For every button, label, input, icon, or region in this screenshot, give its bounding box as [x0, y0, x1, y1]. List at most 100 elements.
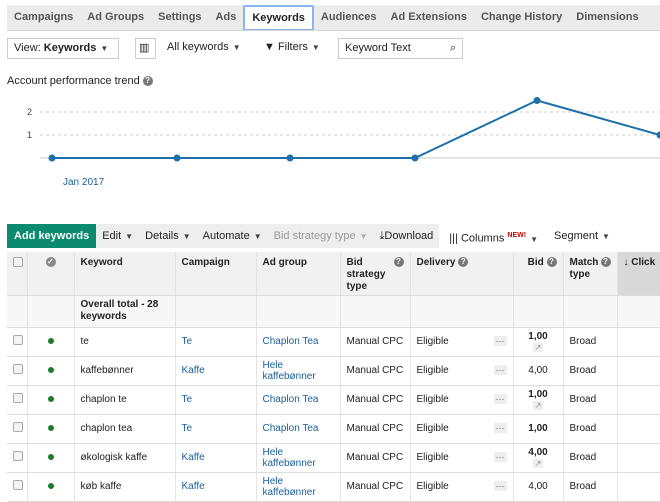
- ad-group-link[interactable]: Chaplon Tea: [263, 394, 319, 405]
- more-icon[interactable]: ···: [494, 452, 507, 462]
- tab-audiences[interactable]: Audiences: [314, 5, 384, 30]
- row-checkbox[interactable]: [13, 480, 23, 490]
- col-label: Match type: [570, 257, 599, 280]
- col-bid-strategy[interactable]: ?Bid strategy type: [340, 252, 410, 295]
- ad-group-link[interactable]: Chaplon Tea: [263, 336, 319, 347]
- tab-dimensions[interactable]: Dimensions: [569, 5, 645, 30]
- row-checkbox[interactable]: [13, 422, 23, 432]
- bar-chart-icon: ▥: [139, 42, 149, 54]
- campaign-link[interactable]: Te: [182, 394, 193, 405]
- help-icon[interactable]: ?: [458, 257, 468, 267]
- more-icon[interactable]: ···: [494, 394, 507, 404]
- tab-campaigns[interactable]: Campaigns: [7, 5, 80, 30]
- tab-ads[interactable]: Ads: [209, 5, 244, 30]
- ad-group-link[interactable]: Hele kaffebønner: [263, 476, 316, 498]
- select-all-cell: [7, 252, 27, 295]
- row-checkbox[interactable]: [13, 451, 23, 461]
- columns-dropdown[interactable]: ||| Columns NEW!▼: [443, 224, 544, 248]
- bid-trend-icon[interactable]: ↗: [533, 459, 544, 468]
- delivery-cell: ···Eligible: [410, 472, 513, 501]
- ad-group-link[interactable]: Chaplon Tea: [263, 423, 319, 434]
- bid-cell[interactable]: 4,00: [513, 356, 563, 385]
- bid-cell[interactable]: 4,00↗: [513, 443, 563, 472]
- more-icon[interactable]: ···: [494, 365, 507, 375]
- chart-title: Account performance trend ?: [7, 75, 153, 87]
- bid-trend-icon[interactable]: ↗: [533, 343, 544, 352]
- tab-keywords[interactable]: Keywords: [243, 5, 314, 31]
- status-enabled-icon[interactable]: [48, 483, 54, 489]
- row-checkbox[interactable]: [13, 335, 23, 345]
- help-icon[interactable]: ?: [143, 76, 153, 86]
- data-point[interactable]: [412, 155, 419, 162]
- status-enabled-icon[interactable]: [48, 454, 54, 460]
- select-all-checkbox[interactable]: [13, 257, 23, 267]
- help-icon[interactable]: ?: [601, 257, 611, 267]
- help-icon[interactable]: ?: [547, 257, 557, 267]
- search-value: Keyword Text: [345, 42, 411, 54]
- col-bid[interactable]: Bid ?: [513, 252, 563, 295]
- automate-dropdown[interactable]: Automate▼: [197, 224, 268, 248]
- search-icon: ⌕: [450, 39, 456, 58]
- data-point[interactable]: [287, 155, 294, 162]
- table-row: chaplon te Te Chaplon Tea Manual CPC ···…: [7, 385, 660, 414]
- tab-change-history[interactable]: Change History: [474, 5, 569, 30]
- status-enabled-icon[interactable]: [48, 367, 54, 373]
- keyword-search-input[interactable]: Keyword Text ⌕: [338, 38, 463, 59]
- col-keyword[interactable]: Keyword: [74, 252, 175, 295]
- segment-dropdown[interactable]: Segment▼: [548, 224, 616, 248]
- details-dropdown[interactable]: Details▼: [139, 224, 197, 248]
- data-point[interactable]: [174, 155, 181, 162]
- row-checkbox[interactable]: [13, 364, 23, 374]
- data-point[interactable]: [49, 155, 56, 162]
- row-checkbox[interactable]: [13, 393, 23, 403]
- bid-trend-icon[interactable]: ↗: [533, 401, 544, 410]
- bid-strategy-label: Bid strategy type: [274, 230, 356, 242]
- campaign-link[interactable]: Kaffe: [182, 452, 205, 463]
- status-enabled-icon[interactable]: [48, 396, 54, 402]
- campaign-link[interactable]: Te: [182, 423, 193, 434]
- bid-cell[interactable]: 1,00↗: [513, 385, 563, 414]
- add-keywords-button[interactable]: Add keywords: [7, 224, 96, 248]
- action-row: Add keywords Edit▼ Details▼ Automate▼ Bi…: [7, 224, 660, 248]
- campaign-link[interactable]: Te: [182, 336, 193, 347]
- bid-cell[interactable]: 1,00: [513, 414, 563, 443]
- clicks-cell: [617, 385, 660, 414]
- tab-settings[interactable]: Settings: [151, 5, 208, 30]
- more-icon[interactable]: ···: [494, 423, 507, 433]
- clicks-cell: [617, 414, 660, 443]
- col-clicks[interactable]: ↓ Click: [617, 252, 660, 295]
- col-delivery[interactable]: Delivery ?: [410, 252, 513, 295]
- campaign-link[interactable]: Kaffe: [182, 481, 205, 492]
- data-point[interactable]: [657, 132, 660, 139]
- ad-group-link[interactable]: Hele kaffebønner: [263, 447, 316, 469]
- col-campaign[interactable]: Campaign: [175, 252, 256, 295]
- all-keywords-dropdown[interactable]: All keywords▼: [167, 38, 241, 59]
- caret-down-icon: ▼: [233, 43, 241, 52]
- col-match-type[interactable]: ?Match type: [563, 252, 617, 295]
- bid-cell[interactable]: 1,00↗: [513, 327, 563, 356]
- help-icon[interactable]: ?: [394, 257, 404, 267]
- campaign-link[interactable]: Kaffe: [182, 365, 205, 376]
- tab-ad-extensions[interactable]: Ad Extensions: [384, 5, 474, 30]
- more-icon[interactable]: ···: [494, 336, 507, 346]
- download-button[interactable]: ⤓Download: [374, 224, 440, 248]
- col-ad-group[interactable]: Ad group: [256, 252, 340, 295]
- filters-dropdown[interactable]: ▼ Filters▼: [264, 38, 320, 59]
- bid-cell[interactable]: 4,00: [513, 472, 563, 501]
- keyword-cell: te: [74, 327, 175, 356]
- edit-dropdown[interactable]: Edit▼: [96, 224, 139, 248]
- tab-ad-groups[interactable]: Ad Groups: [80, 5, 151, 30]
- keywords-table: ✓ Keyword Campaign Ad group ?Bid strateg…: [7, 252, 660, 502]
- data-point[interactable]: [534, 97, 541, 104]
- match-type-cell: Broad: [563, 414, 617, 443]
- view-dropdown[interactable]: View: Keywords▼: [7, 38, 119, 59]
- more-icon[interactable]: ···: [494, 481, 507, 491]
- chart-toggle-button[interactable]: ▥: [135, 38, 156, 59]
- status-enabled-icon[interactable]: [48, 338, 54, 344]
- ad-group-link[interactable]: Hele kaffebønner: [263, 360, 316, 382]
- select-cell: [7, 414, 27, 443]
- view-value: Keywords: [44, 42, 97, 54]
- bid-strategy-cell: Manual CPC: [340, 327, 410, 356]
- status-enabled-icon[interactable]: [48, 425, 54, 431]
- bid-strategy-dropdown[interactable]: Bid strategy type▼: [268, 224, 374, 248]
